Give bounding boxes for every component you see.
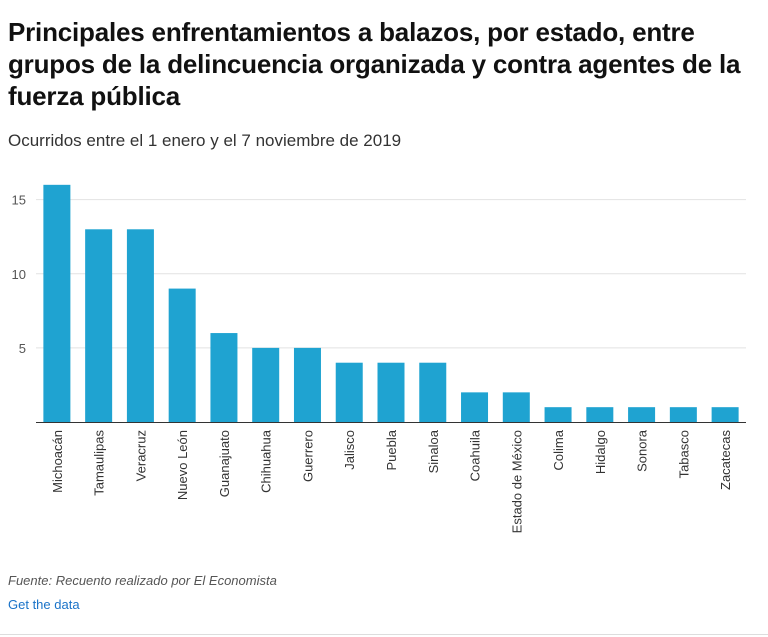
bar-hidalgo[interactable] bbox=[586, 407, 614, 422]
x-tick-label: Zacatecas bbox=[718, 430, 733, 490]
y-tick-label: 15 bbox=[12, 193, 26, 208]
bar-coahuila[interactable] bbox=[461, 392, 489, 422]
x-axis-ticks: Michoacán Tamaulipas Veracruz Nuevo León Gua… bbox=[50, 429, 733, 533]
x-tick-label: Coahuila bbox=[468, 429, 483, 481]
x-tick-label: Estado de México bbox=[509, 430, 524, 533]
x-tick-label: Tabasco bbox=[676, 430, 691, 478]
bar-colima[interactable] bbox=[544, 407, 572, 422]
bar-sinaloa[interactable] bbox=[419, 362, 447, 422]
bar-zacatecas[interactable] bbox=[711, 407, 739, 422]
bar-nuevo-león[interactable] bbox=[168, 288, 196, 422]
bar-jalisco[interactable] bbox=[335, 362, 363, 422]
bar-tamaulipas[interactable] bbox=[85, 229, 113, 422]
bar-chihuahua[interactable] bbox=[252, 347, 280, 422]
x-tick-label: Michoacán bbox=[50, 430, 65, 493]
x-tick-label: Sonora bbox=[635, 429, 650, 472]
source-note: Fuente: Recuento realizado por El Econom… bbox=[8, 573, 277, 588]
y-axis-ticks: 5 10 15 bbox=[12, 193, 26, 356]
x-tick-label: Puebla bbox=[384, 429, 399, 470]
x-tick-label: Jalisco bbox=[342, 430, 357, 470]
y-tick-label: 5 bbox=[19, 341, 26, 356]
x-tick-label: Nuevo León bbox=[175, 430, 190, 500]
gridlines bbox=[36, 199, 746, 349]
bar-tabasco[interactable] bbox=[669, 407, 697, 422]
x-tick-label: Veracruz bbox=[133, 430, 148, 481]
x-tick-label: Tamaulipas bbox=[92, 430, 107, 496]
bar-puebla[interactable] bbox=[377, 362, 405, 422]
bar-michoacán[interactable] bbox=[43, 184, 71, 422]
x-tick-label: Guerrero bbox=[300, 430, 315, 482]
bar-chart: 5 10 15 Michoacán Tamaulipas Veracruz Nuevo L… bbox=[12, 184, 746, 533]
get-the-data-link[interactable]: Get the data bbox=[8, 597, 80, 612]
bar-estado-de-méxico[interactable] bbox=[502, 392, 530, 422]
bar-guerrero[interactable] bbox=[293, 347, 321, 422]
x-tick-label: Chihuahua bbox=[259, 429, 274, 493]
chart-subtitle: Ocurridos entre el 1 enero y el 7 noviem… bbox=[8, 131, 402, 150]
bars bbox=[43, 184, 739, 422]
bar-sonora[interactable] bbox=[628, 407, 656, 422]
x-tick-label: Guanajuato bbox=[217, 430, 232, 497]
bar-veracruz[interactable] bbox=[126, 229, 154, 422]
chart-title: Principales enfrentamientos a balazos, p… bbox=[8, 17, 741, 111]
bar-guanajuato[interactable] bbox=[210, 333, 238, 422]
y-tick-label: 10 bbox=[12, 267, 26, 282]
x-tick-label: Sinaloa bbox=[426, 429, 441, 473]
bottom-divider bbox=[0, 634, 768, 635]
x-tick-label: Hidalgo bbox=[593, 430, 608, 474]
x-tick-label: Colima bbox=[551, 429, 566, 470]
